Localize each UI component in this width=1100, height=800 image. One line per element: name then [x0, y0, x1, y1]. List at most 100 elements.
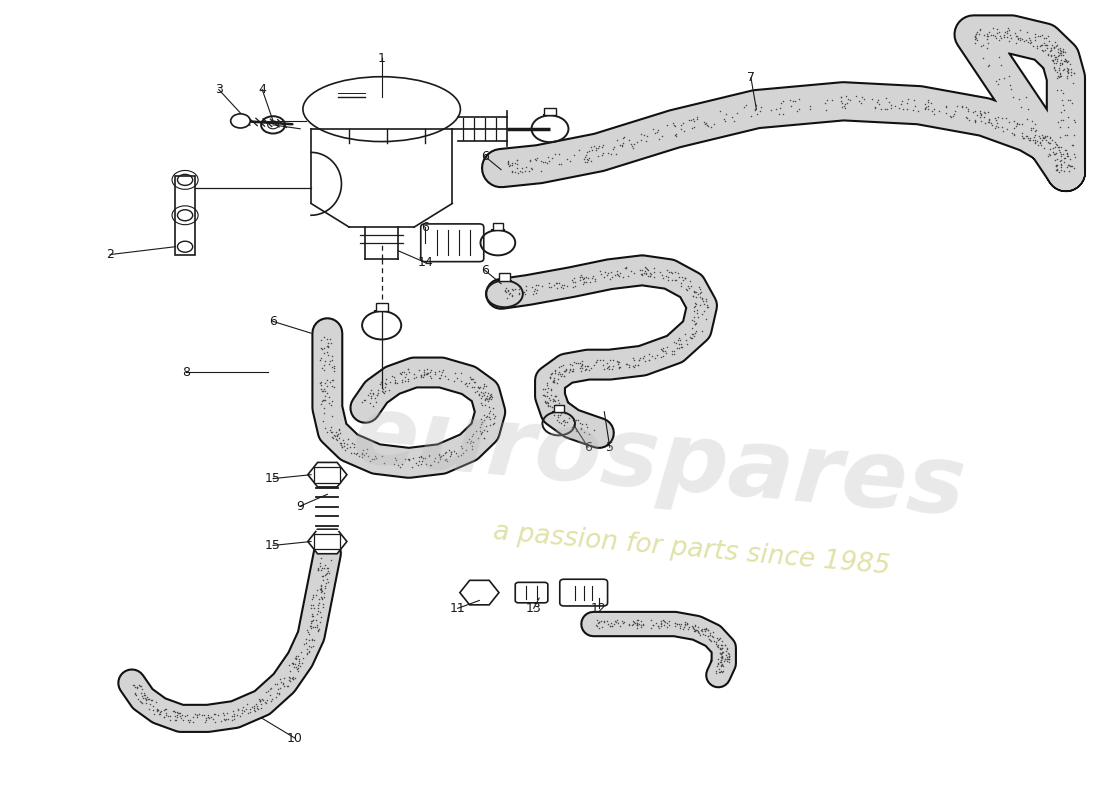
Point — [578, 271, 595, 284]
Point — [312, 582, 330, 594]
Point — [362, 392, 380, 405]
Point — [718, 654, 736, 667]
Point — [323, 374, 341, 386]
Point — [241, 703, 258, 716]
Point — [226, 710, 243, 722]
Point — [372, 377, 389, 390]
Point — [667, 128, 684, 141]
Point — [509, 287, 527, 300]
Point — [1047, 158, 1065, 171]
Point — [547, 277, 564, 290]
Point — [972, 39, 990, 52]
Point — [1058, 128, 1076, 141]
Point — [521, 162, 539, 174]
Point — [872, 102, 890, 115]
Point — [899, 93, 916, 106]
Point — [976, 29, 993, 42]
Point — [630, 353, 648, 366]
Point — [148, 703, 166, 716]
Point — [166, 714, 184, 726]
Point — [144, 700, 162, 713]
Point — [477, 380, 495, 393]
Point — [551, 367, 569, 380]
Point — [551, 408, 569, 421]
Point — [751, 105, 769, 118]
Point — [464, 435, 482, 448]
Point — [312, 342, 330, 354]
Point — [628, 614, 646, 626]
Point — [251, 694, 268, 707]
Point — [156, 702, 174, 715]
Point — [625, 267, 642, 280]
Point — [670, 342, 688, 354]
Point — [324, 374, 342, 386]
Point — [639, 264, 657, 277]
Point — [541, 372, 559, 385]
Point — [637, 268, 654, 281]
Point — [672, 118, 690, 131]
Point — [538, 157, 556, 170]
Point — [1001, 70, 1019, 82]
Point — [1052, 150, 1069, 162]
Point — [304, 610, 321, 622]
Point — [294, 657, 311, 670]
Point — [720, 650, 738, 662]
Point — [475, 380, 493, 393]
Point — [253, 702, 271, 714]
Point — [546, 376, 563, 389]
Point — [136, 691, 154, 704]
Point — [715, 654, 733, 667]
Point — [678, 617, 695, 630]
Point — [1056, 143, 1074, 156]
Point — [1050, 42, 1068, 54]
Point — [716, 638, 734, 651]
Point — [685, 318, 703, 330]
Point — [509, 166, 527, 179]
Point — [712, 647, 729, 660]
Point — [671, 622, 689, 634]
Point — [462, 370, 480, 383]
Point — [1008, 36, 1025, 49]
Point — [716, 114, 734, 127]
Point — [697, 295, 715, 308]
Point — [716, 638, 734, 651]
Point — [698, 630, 716, 643]
Point — [1053, 57, 1070, 70]
Point — [686, 300, 704, 313]
Point — [506, 157, 524, 170]
Point — [1046, 52, 1064, 65]
Point — [368, 388, 386, 401]
Point — [542, 384, 560, 397]
Point — [565, 149, 583, 162]
Point — [658, 118, 675, 131]
Point — [449, 450, 466, 462]
Point — [882, 102, 900, 115]
Point — [544, 374, 562, 387]
Point — [1022, 122, 1040, 134]
Point — [328, 428, 345, 441]
Point — [610, 362, 628, 374]
Point — [840, 94, 858, 106]
Point — [565, 279, 583, 292]
Point — [229, 709, 246, 722]
Point — [617, 358, 635, 370]
Point — [702, 634, 719, 646]
Point — [278, 679, 296, 692]
Point — [436, 454, 453, 466]
Point — [698, 624, 716, 637]
Point — [1009, 32, 1026, 45]
Point — [603, 363, 620, 376]
Point — [609, 357, 627, 370]
Point — [399, 366, 417, 378]
Point — [172, 710, 189, 722]
Point — [717, 644, 735, 657]
Point — [312, 385, 330, 398]
Point — [869, 94, 887, 106]
Point — [999, 26, 1016, 39]
Point — [448, 371, 465, 384]
Point — [376, 377, 394, 390]
Point — [1052, 146, 1069, 158]
Point — [317, 385, 334, 398]
Point — [711, 666, 728, 678]
Point — [289, 658, 307, 671]
